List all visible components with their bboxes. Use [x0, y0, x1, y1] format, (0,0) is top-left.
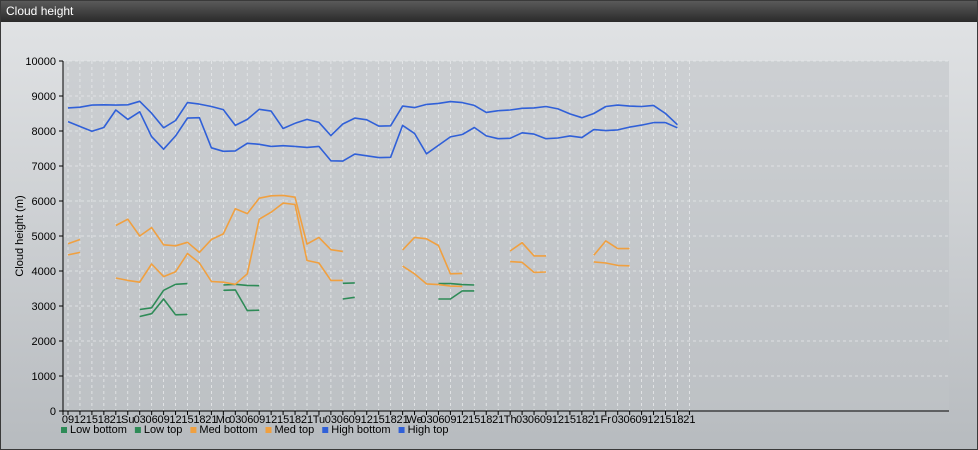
x-tick-label: 03 [229, 414, 241, 426]
x-tick-label: 15 [564, 414, 576, 426]
x-tick-label: 18 [289, 414, 301, 426]
x-tick-label: 15 [277, 414, 289, 426]
y-tick-label: 1000 [32, 371, 56, 383]
legend-swatch [61, 427, 67, 433]
legend-entry[interactable]: Med bottom [199, 424, 257, 436]
series-line-med-top [402, 236, 463, 275]
x-tick-label: 12 [74, 414, 86, 426]
x-tick-label: 15 [468, 414, 480, 426]
series-line-low-top [139, 282, 188, 311]
x-tick-label: 06 [624, 414, 636, 426]
y-tick-label: 0 [50, 406, 56, 418]
window-title: Cloud height [1, 1, 977, 22]
x-tick-label: 12 [169, 414, 181, 426]
x-tick-label: 18 [385, 414, 397, 426]
x-tick-label: 18 [98, 414, 110, 426]
x-tick-label: 21 [492, 414, 504, 426]
y-tick-label: 3000 [32, 301, 56, 313]
series-line-med-bottom [510, 260, 547, 274]
y-tick-label: 7000 [32, 161, 56, 173]
series-line-med-top [67, 238, 81, 245]
x-tick-label: Su [121, 414, 134, 426]
x-tick-label: 06 [146, 414, 158, 426]
legend-entry[interactable]: Med top [275, 424, 315, 436]
series-line-high-bottom [67, 109, 678, 162]
legend-swatch [398, 427, 405, 433]
x-tick-label: 09 [635, 414, 647, 426]
legend-entry[interactable]: High top [408, 424, 449, 436]
series-line-low-bottom [342, 296, 355, 300]
series-line-med-top [115, 194, 343, 254]
x-tick-label: Th [504, 414, 517, 426]
legend-entry[interactable]: High bottom [331, 424, 390, 436]
x-tick-label: 03 [325, 414, 337, 426]
legend-swatch [134, 427, 141, 433]
x-tick-label: 06 [337, 414, 349, 426]
x-tick-label: 15 [181, 414, 193, 426]
x-tick-label: 21 [683, 414, 695, 426]
y-tick-label: 5000 [32, 231, 56, 243]
series-line-low-top [438, 282, 475, 286]
series-line-med-bottom [402, 265, 463, 288]
series-line-low-bottom [438, 290, 475, 300]
x-tick-label: 12 [552, 414, 564, 426]
x-tick-label: 03 [134, 414, 146, 426]
x-tick-label: 18 [193, 414, 205, 426]
x-tick-label: 09 [253, 414, 265, 426]
legend-swatch [190, 427, 197, 433]
x-tick-label: 03 [516, 414, 528, 426]
legend-swatch [322, 427, 329, 433]
x-tick-label: 09 [157, 414, 169, 426]
y-tick-label: 9000 [32, 91, 56, 103]
x-tick-label: 09 [349, 414, 361, 426]
series-line-low-top [223, 283, 260, 287]
x-tick-label: We [406, 414, 422, 426]
x-tick-label: 21 [588, 414, 600, 426]
series-line-low-bottom [223, 289, 260, 312]
x-tick-label: Tu [313, 414, 325, 426]
x-tick-label: 15 [373, 414, 385, 426]
y-tick-label: 8000 [32, 126, 56, 138]
series-line-med-top [509, 241, 546, 257]
x-tick-label: 09 [540, 414, 552, 426]
x-tick-label: Fr [601, 414, 612, 426]
x-tick-label: 18 [576, 414, 588, 426]
series-line-med-top [593, 240, 630, 256]
cloud-height-chart: 0 1000 2000 3000 4000 5000 6000 7000 8000 9000 100… [14, 56, 949, 436]
series-line-med-bottom [67, 251, 81, 256]
legend-entry[interactable]: Low bottom [70, 424, 127, 436]
series-line-med-bottom [593, 261, 630, 267]
series-line-low-bottom [139, 298, 188, 318]
series-line-med-bottom [115, 202, 343, 286]
y-tick-label: 4000 [32, 266, 56, 278]
x-tick-label: 06 [528, 414, 540, 426]
legend-entry[interactable]: Low top [144, 424, 183, 436]
x-tick-label: 18 [480, 414, 492, 426]
x-tick-label: 12 [265, 414, 277, 426]
x-tick-label: 03 [420, 414, 432, 426]
series-line-high-top [67, 100, 678, 137]
legend-swatch [265, 427, 272, 433]
x-tick-label: 15 [659, 414, 671, 426]
x-tick-label: 12 [361, 414, 373, 426]
x-tick-label: 12 [647, 414, 659, 426]
x-tick-label: Mo [216, 414, 231, 426]
x-tick-label: 21 [110, 414, 122, 426]
x-tick-label: 21 [205, 414, 217, 426]
y-tick-label: 10000 [25, 56, 56, 68]
x-tick-label: 06 [241, 414, 253, 426]
x-tick-label: 21 [301, 414, 313, 426]
x-tick-label: 12 [456, 414, 468, 426]
x-tick-label: 18 [671, 414, 683, 426]
x-tick-label: 15 [86, 414, 98, 426]
x-tick-label: 09 [444, 414, 456, 426]
x-tick-label: 03 [612, 414, 624, 426]
x-tick-label: 09 [62, 414, 74, 426]
x-tick-label: 06 [432, 414, 444, 426]
y-axis-label: Cloud height (m) [14, 195, 26, 276]
x-tick-label: 21 [396, 414, 408, 426]
y-tick-label: 2000 [32, 336, 56, 348]
y-tick-label: 6000 [32, 196, 56, 208]
